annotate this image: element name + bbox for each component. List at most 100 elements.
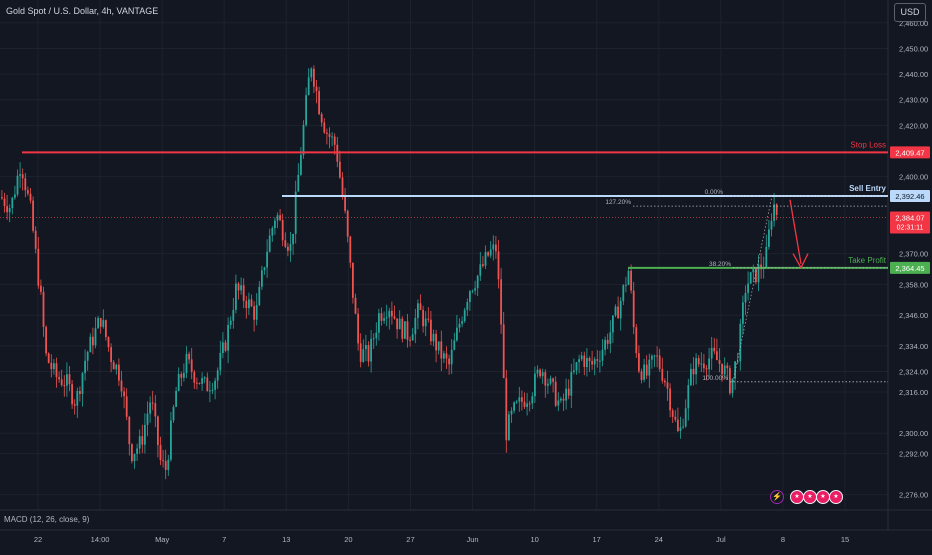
candle-body: [55, 363, 58, 378]
candle-body: [320, 114, 323, 123]
candle-body: [224, 342, 227, 351]
candle-body: [518, 397, 521, 402]
candle-body: [339, 161, 341, 178]
candle-body: [580, 355, 583, 360]
candle-body: [391, 310, 393, 317]
candle-body: [40, 285, 42, 292]
time-tick-label: 22: [34, 535, 42, 544]
candle-body: [523, 401, 526, 407]
price-tick-label: 2,324.00: [899, 368, 928, 377]
candle-body: [170, 420, 172, 460]
candle-body: [136, 448, 138, 454]
candle-body: [24, 178, 27, 191]
candle-body: [222, 342, 224, 353]
candle-body: [341, 177, 344, 197]
candle-body: [554, 381, 557, 406]
candle-body: [346, 210, 349, 237]
us-flag-icon[interactable]: ★: [829, 490, 843, 504]
candle-body: [250, 299, 253, 307]
candle-body: [601, 349, 604, 361]
price-tick-label: 2,300.00: [899, 429, 928, 438]
candle-body: [105, 320, 107, 338]
candle-body: [492, 244, 495, 250]
candle-body: [692, 368, 695, 375]
candle-body: [502, 324, 505, 379]
candle-body: [630, 270, 632, 291]
candle-body: [606, 339, 609, 344]
currency-button[interactable]: USD: [894, 3, 926, 22]
candle-body: [645, 364, 648, 376]
candle-body: [214, 380, 216, 390]
candle-body: [757, 264, 760, 283]
stop-loss-price-value: 2,409.47: [895, 148, 924, 157]
candle-body: [710, 347, 713, 359]
current-price-tag: [890, 211, 930, 234]
candle-body: [266, 251, 268, 268]
candle-body: [383, 318, 385, 321]
candle-body: [34, 230, 37, 249]
candle-body: [287, 246, 289, 251]
time-tick-label: 17: [593, 535, 601, 544]
candle-body: [14, 194, 16, 198]
candle-body: [700, 363, 703, 365]
candle-body: [544, 372, 547, 386]
candle-body: [640, 371, 643, 380]
candle-body: [19, 174, 21, 176]
candle-body: [614, 306, 617, 316]
candle-body: [370, 338, 372, 362]
price-tick-label: 2,460.00: [899, 19, 928, 28]
indicator-label[interactable]: MACD (12, 26, close, 9): [4, 515, 90, 524]
candle-body: [47, 353, 50, 363]
candle-body: [578, 359, 580, 363]
us-flag-icon[interactable]: ★: [816, 490, 830, 504]
candle-body: [671, 410, 674, 417]
candle-body: [687, 385, 690, 409]
candle-body: [664, 380, 666, 383]
candle-body: [653, 355, 656, 357]
candle-body: [196, 382, 198, 384]
candle-body: [458, 323, 461, 328]
candle-body: [625, 284, 627, 286]
lightning-icon[interactable]: ⚡: [770, 490, 784, 504]
candle-body: [6, 206, 8, 213]
price-tick-label: 2,276.00: [899, 491, 928, 500]
price-tick-label: 2,420.00: [899, 121, 928, 130]
candle-body: [357, 313, 359, 344]
fib-trend-line: [732, 195, 773, 382]
candle-body: [747, 283, 749, 293]
candle-body: [209, 390, 211, 392]
candle-body: [349, 236, 352, 263]
candle-body: [424, 318, 427, 327]
candle-body: [310, 68, 313, 78]
candle-body: [398, 318, 401, 330]
price-tick-label: 2,450.00: [899, 44, 928, 53]
candle-body: [445, 353, 448, 359]
candle-body: [66, 374, 68, 386]
candle-body: [159, 445, 162, 461]
candle-body: [765, 246, 768, 268]
candle-body: [570, 371, 573, 396]
candle-body: [651, 355, 653, 360]
candle-body: [154, 403, 157, 417]
time-tick-label: Jul: [716, 535, 726, 544]
candle-body: [120, 380, 123, 392]
candle-body: [92, 336, 94, 346]
candle-body: [562, 398, 565, 401]
candle-body: [354, 297, 357, 314]
us-flag-icon[interactable]: ★: [790, 490, 804, 504]
candle-body: [157, 416, 159, 446]
us-flag-icon[interactable]: ★: [803, 490, 817, 504]
candle-body: [432, 333, 435, 342]
candle-body: [276, 215, 279, 221]
candle-body: [443, 353, 445, 359]
candle-body: [261, 270, 263, 287]
candle-body: [526, 403, 528, 407]
candle-body: [508, 414, 510, 441]
candle-body: [531, 396, 534, 404]
candle-body: [27, 190, 29, 194]
candle-body: [68, 374, 71, 385]
candle-body: [302, 125, 305, 155]
candle-body: [419, 303, 422, 310]
